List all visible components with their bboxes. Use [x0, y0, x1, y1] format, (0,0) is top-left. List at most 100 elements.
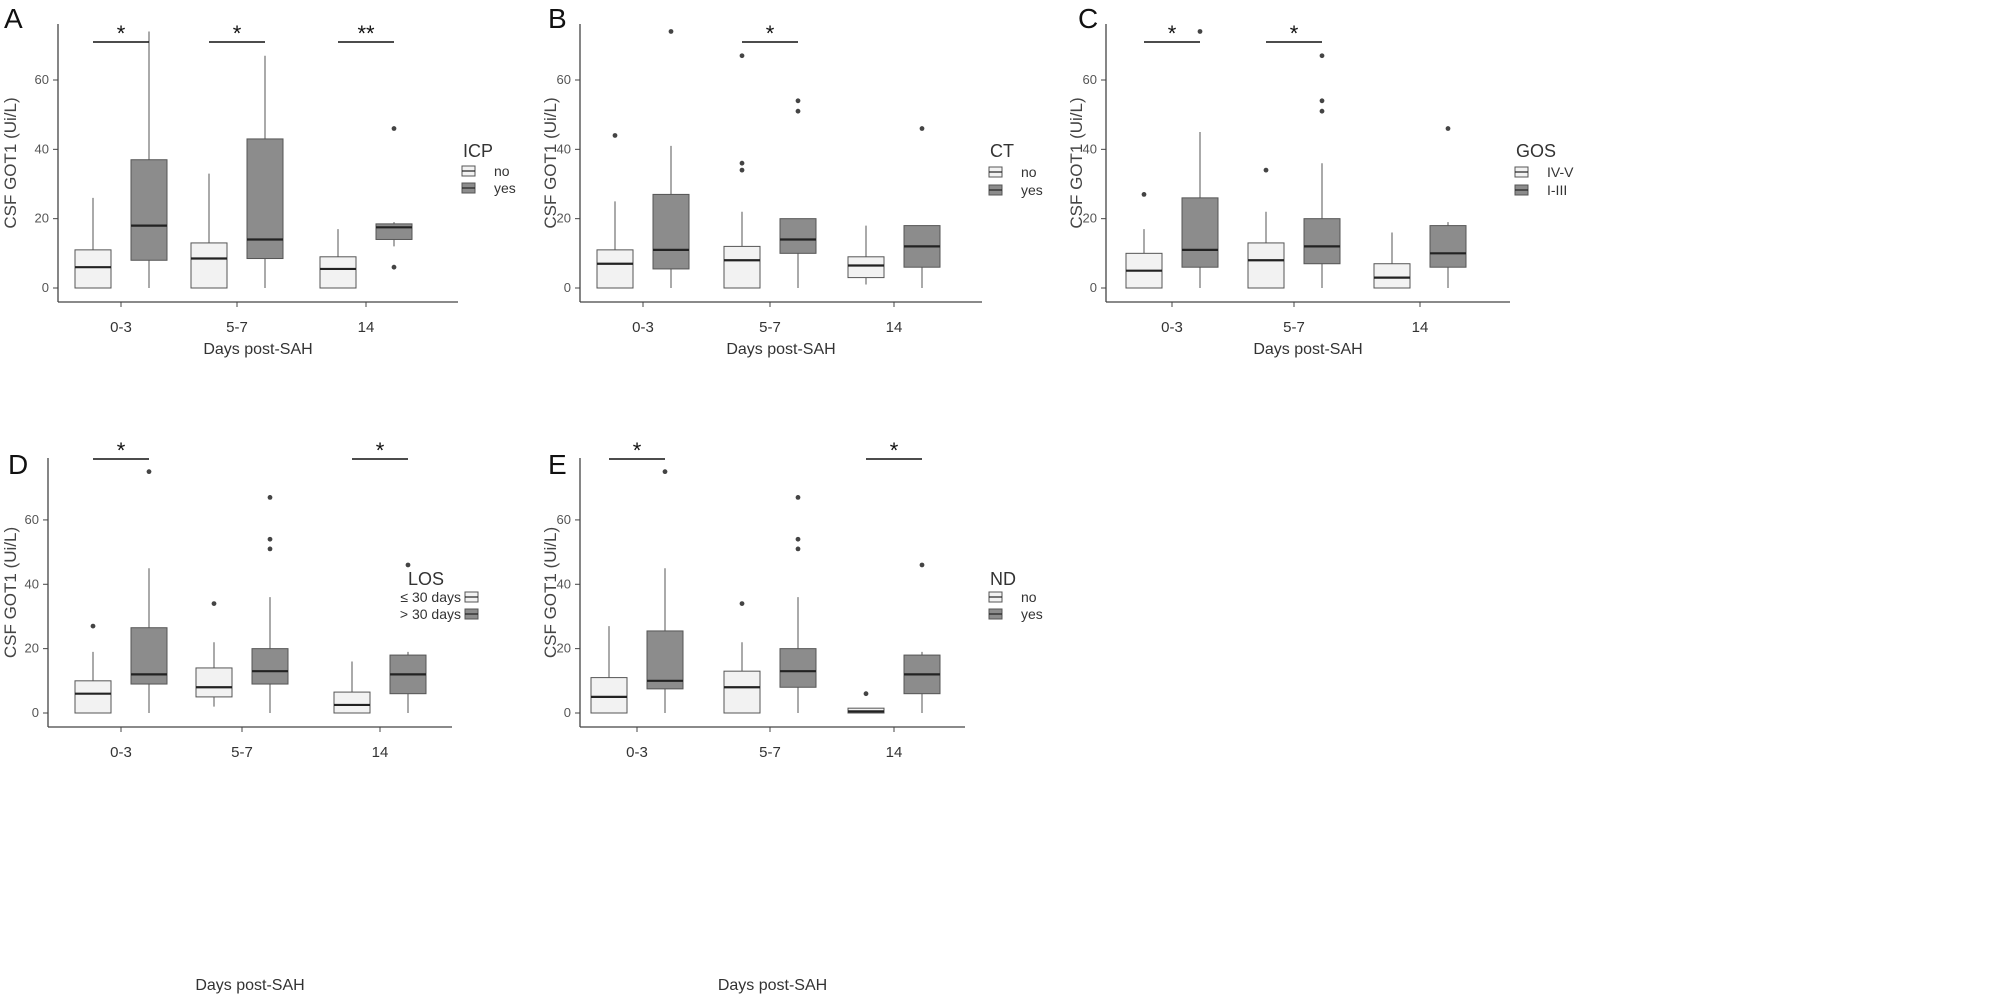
legend-label: no: [1021, 164, 1037, 180]
x-tick-label: 0-3: [110, 319, 132, 336]
box-iqr: [246, 138, 284, 260]
legend-label: I-III: [1547, 182, 1567, 198]
box-i-iii-0-3: [1181, 29, 1219, 288]
outlier-point: [662, 469, 668, 475]
y-tick-label: 40: [557, 576, 571, 591]
significance-label: *: [376, 438, 385, 463]
panel-b: B 0 20 40 60 0-3 5-7 14 Days post-SAH CSF GOT1 (U…: [541, 3, 1043, 358]
outlier-point: [739, 53, 745, 59]
panel-label: D: [8, 449, 28, 480]
box-iqr: [779, 218, 817, 254]
box-iqr: [333, 691, 371, 714]
significance-label: *: [766, 21, 775, 46]
box-no-14: [319, 229, 357, 289]
y-tick-label: 40: [35, 141, 49, 156]
outlier-point: [391, 264, 397, 270]
x-tick-label: 0-3: [110, 744, 132, 761]
outlier-point: [1445, 126, 1451, 131]
box-iqr: [652, 193, 690, 270]
box-iqr: [723, 245, 761, 289]
legend: GOS IV-V I-III: [1514, 141, 1574, 198]
panel-e: E 0 20 40 60 0-3 5-7 14 Days post-SAH CSF GOT1 (U…: [541, 438, 1043, 994]
legend-label: yes: [1021, 182, 1043, 198]
box-iqr: [723, 670, 761, 714]
box--30-days-0-3: [74, 623, 112, 714]
y-axis-title: CSF GOT1 (Ui/L): [541, 527, 560, 658]
outlier-point: [863, 691, 869, 697]
x-axis-title: Days post-SAH: [718, 977, 827, 994]
box-yes-14: [903, 126, 941, 288]
y-axis-title: CSF GOT1 (Ui/L): [1, 527, 20, 658]
panel-a: A 0 20 40 60 0-3 5-7 14 Days post-SAH CSF GOT1 (U…: [1, 3, 516, 358]
outlier-point: [919, 126, 925, 131]
panel-label: A: [4, 3, 23, 34]
y-tick-label: 0: [564, 280, 571, 295]
x-tick-label: 5-7: [226, 319, 248, 336]
x-tick-label: 0-3: [1161, 319, 1183, 336]
box-yes-14: [375, 126, 413, 270]
significance-label: *: [890, 438, 899, 463]
box-iqr: [646, 630, 684, 690]
box-yes-5-7: [779, 494, 817, 713]
legend-label: ≤ 30 days: [400, 589, 461, 605]
y-tick-label: 60: [35, 72, 49, 87]
box-no-5-7: [723, 601, 761, 714]
box--30-days-14: [333, 661, 371, 714]
y-tick-label: 40: [557, 141, 571, 156]
box-iqr: [596, 249, 634, 289]
outlier-point: [391, 126, 397, 131]
box--30-days-0-3: [130, 469, 168, 713]
y-tick-label: 20: [557, 211, 571, 226]
y-tick-label: 60: [557, 72, 571, 87]
y-tick-label: 60: [25, 512, 39, 527]
y-tick-label: 0: [564, 705, 571, 720]
panel-label: E: [548, 449, 567, 480]
outlier-point: [612, 133, 618, 138]
x-tick-label: 5-7: [759, 744, 781, 761]
legend-label: IV-V: [1547, 164, 1574, 180]
box-iqr: [1181, 197, 1219, 268]
y-tick-label: 60: [1083, 72, 1097, 87]
box-yes-0-3: [130, 31, 168, 288]
box-yes-0-3: [646, 469, 684, 713]
y-tick-label: 20: [35, 211, 49, 226]
outlier-point: [1141, 192, 1147, 197]
box-i-iii-5-7: [1303, 53, 1341, 288]
outlier-point: [405, 562, 411, 568]
box-iqr: [779, 648, 817, 688]
box-no-14: [847, 225, 885, 285]
outlier-point: [267, 546, 273, 552]
outlier-point: [146, 469, 152, 475]
box-i-iii-14: [1429, 126, 1467, 288]
outlier-point: [211, 601, 217, 606]
box-iqr: [1429, 225, 1467, 268]
box-no-0-3: [596, 133, 634, 289]
box-iv-v-14: [1373, 232, 1411, 289]
box-iqr: [590, 677, 628, 714]
y-axis-title: CSF GOT1 (Ui/L): [1067, 97, 1086, 228]
x-tick-label: 5-7: [231, 744, 253, 761]
x-tick-label: 14: [358, 319, 375, 336]
outlier-point: [795, 536, 801, 542]
outlier-point: [795, 494, 801, 500]
outlier-point: [668, 29, 674, 34]
box-iqr: [319, 256, 357, 289]
x-tick-label: 0-3: [626, 744, 648, 761]
outlier-point: [795, 98, 801, 104]
box-iqr: [190, 242, 228, 289]
x-tick-label: 0-3: [632, 319, 654, 336]
box-iv-v-0-3: [1125, 192, 1163, 289]
outlier-point: [739, 160, 745, 166]
significance-label: *: [633, 438, 642, 463]
significance-label: *: [117, 438, 126, 463]
legend-title: LOS: [408, 569, 444, 589]
y-axis-title: CSF GOT1 (Ui/L): [541, 97, 560, 228]
box-yes-0-3: [652, 29, 690, 288]
box-iqr: [130, 627, 168, 685]
box-iqr: [130, 159, 168, 261]
panel-d: D 0 20 40 60 0-3 5-7 14 Days post-SAH CSF GOT1 (U…: [1, 438, 479, 994]
significance-label: **: [357, 21, 375, 46]
outlier-point: [919, 562, 925, 568]
